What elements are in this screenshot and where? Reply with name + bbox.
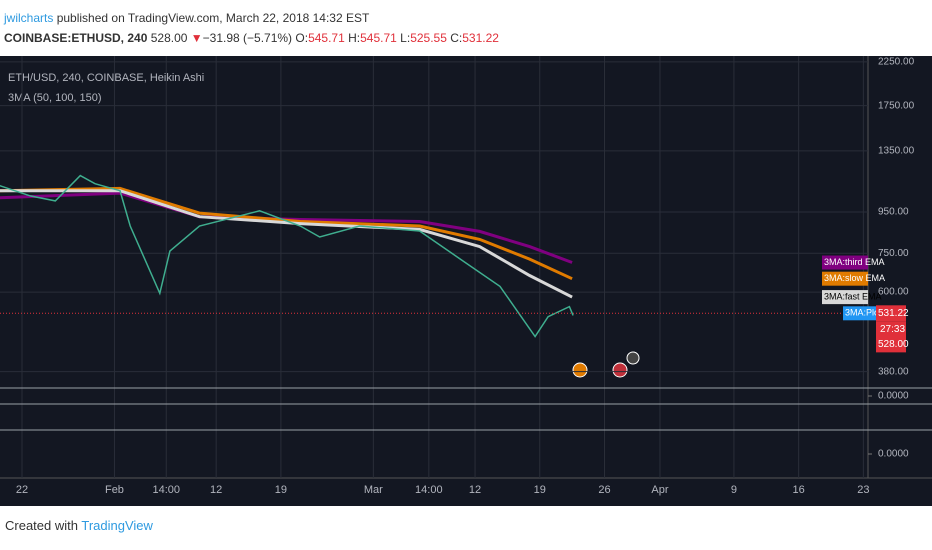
x-tick-label: Feb <box>105 484 124 496</box>
chart-title: ETH/USD, 240, COINBASE, Heikin Ashi <box>8 72 204 84</box>
y-tick-label: 750.00 <box>878 248 909 259</box>
close: 531.22 <box>462 31 499 45</box>
x-tick-label: 12 <box>210 484 222 496</box>
series-label-bg <box>822 271 868 286</box>
y-tick-label: 950.00 <box>878 207 909 218</box>
arrow: ▼ <box>190 31 203 45</box>
x-tick-label: 26 <box>598 484 610 496</box>
events[interactable] <box>572 351 640 378</box>
price-label-bg <box>876 305 906 322</box>
plot-label-bg <box>843 306 876 321</box>
author[interactable]: jwilcharts <box>4 11 54 25</box>
chart: ETH/USD, 240, COINBASE, Heikin Ashi 3MA … <box>0 56 932 506</box>
header: jwilcharts published on TradingView.com,… <box>4 8 499 48</box>
created: Created with <box>5 518 78 533</box>
y-tick-label: 2250.00 <box>878 56 915 67</box>
x-tick-label: Apr <box>651 484 668 496</box>
series-label-bg <box>822 290 868 305</box>
y-tick-label: 0.0000 <box>878 449 909 460</box>
open: 545.71 <box>308 31 345 45</box>
ema-line <box>0 191 573 264</box>
event-icon[interactable] <box>626 351 640 365</box>
change: −31.98 (−5.71%) <box>202 31 293 45</box>
series-label: 3MA:slow EMA <box>824 273 885 283</box>
series-label: 3MA:fast EMA <box>824 291 882 301</box>
x-tick-label: 22 <box>16 484 28 496</box>
x-tick-label: 23 <box>857 484 869 496</box>
header-line: jwilcharts published on TradingView.com,… <box>4 8 499 28</box>
close-label: 528.00 <box>878 339 909 350</box>
symbol: COINBASE:ETHUSD, 240 <box>4 31 148 45</box>
close-label-bg <box>876 336 906 353</box>
y-tick-label: 1350.00 <box>878 145 915 156</box>
x-tick-label: 19 <box>275 484 287 496</box>
event-icon[interactable] <box>612 362 628 378</box>
l-label: L: <box>400 31 411 45</box>
price-label: 531.22 <box>878 308 909 319</box>
series-label-bg <box>822 255 868 270</box>
background <box>0 56 932 506</box>
x-tick-label: 14:00 <box>415 484 443 496</box>
high: 545.71 <box>360 31 397 45</box>
brand[interactable]: TradingView <box>81 518 153 533</box>
chart-subtitle: 3MA (50, 100, 150) <box>8 92 102 104</box>
countdown-bg <box>876 321 906 338</box>
countdown: 27:33 <box>880 324 905 335</box>
y-tick-label: 380.00 <box>878 366 909 377</box>
x-tick-label: 14:00 <box>152 484 180 496</box>
low: 525.55 <box>410 31 447 45</box>
ema-line <box>0 186 573 281</box>
c-label: C: <box>450 31 463 45</box>
x-tick-label: 16 <box>793 484 805 496</box>
price-line <box>0 174 574 338</box>
y-tick-label: 1750.00 <box>878 100 915 111</box>
last: 528.00 <box>150 31 188 45</box>
series-label: 3MA:third EMA <box>824 257 885 267</box>
y-tick-label: 0.0000 <box>878 391 909 402</box>
published: published on TradingView.com, March 22, … <box>56 11 370 25</box>
x-tick-label: 9 <box>731 484 737 496</box>
x-tick-label: 12 <box>469 484 481 496</box>
footer: Created with TradingView <box>5 518 153 533</box>
h-label: H: <box>348 31 361 45</box>
plot-label: 3MA:Plot <box>845 308 882 318</box>
x-tick-label: 19 <box>534 484 546 496</box>
o-label: O: <box>295 31 309 45</box>
x-tick-label: Mar <box>364 484 383 496</box>
header-line: COINBASE:ETHUSD, 240 528.00 ▼−31.98 (−5.… <box>4 28 499 48</box>
event-icon[interactable] <box>572 362 588 378</box>
y-tick-label: 600.00 <box>878 287 909 298</box>
